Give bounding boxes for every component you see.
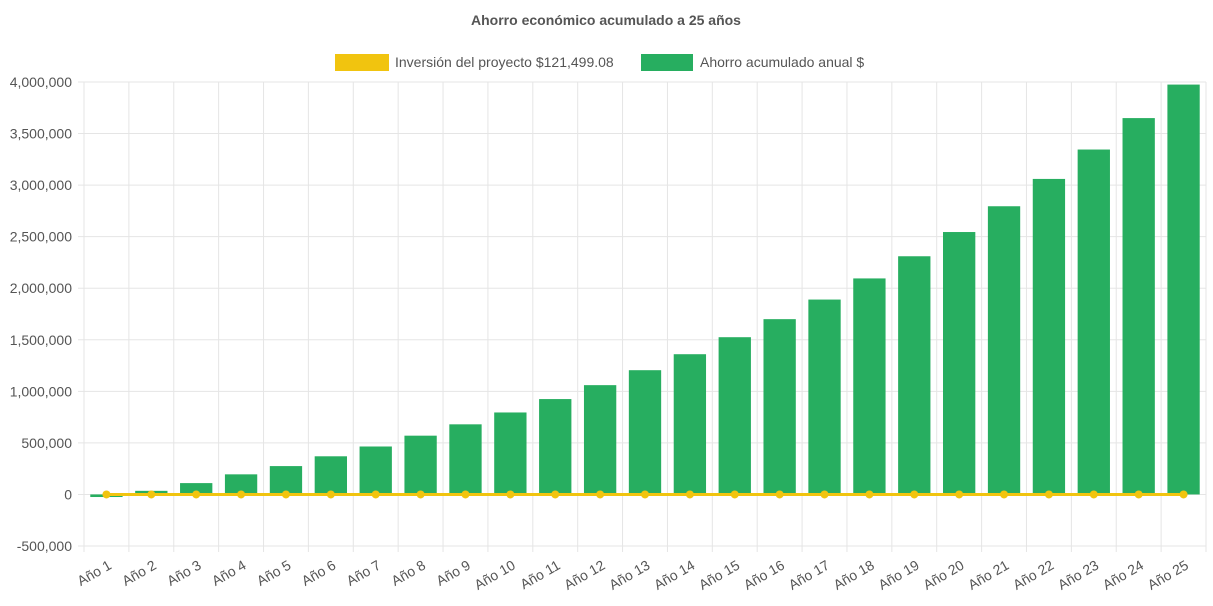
investment-point[interactable] xyxy=(910,490,919,499)
grid xyxy=(78,81,1207,552)
y-tick-label: 1,000,000 xyxy=(10,383,72,399)
bar-año-20[interactable] xyxy=(943,232,976,495)
bar-año-8[interactable] xyxy=(404,435,437,495)
bar-año-10[interactable] xyxy=(494,412,527,495)
bar-año-15[interactable] xyxy=(718,337,751,495)
investment-point[interactable] xyxy=(865,490,874,499)
bars xyxy=(90,84,1200,498)
bar-año-18[interactable] xyxy=(853,278,886,495)
investment-point[interactable] xyxy=(1179,490,1188,499)
x-tick-label: Año 20 xyxy=(920,557,967,593)
investment-point[interactable] xyxy=(237,490,246,499)
bar-año-19[interactable] xyxy=(898,256,931,495)
investment-point[interactable] xyxy=(1089,490,1098,499)
legend: Inversión del proyecto $121,499.08 Ahorr… xyxy=(335,54,864,71)
investment-point[interactable] xyxy=(596,490,605,499)
x-tick-label: Año 2 xyxy=(119,557,159,589)
investment-point[interactable] xyxy=(326,490,335,499)
bar-año-25[interactable] xyxy=(1167,84,1200,495)
y-tick-label: 2,500,000 xyxy=(10,229,72,245)
legend-item-savings[interactable]: Ahorro acumulado anual $ xyxy=(641,54,864,71)
legend-swatch-savings xyxy=(641,54,693,71)
investment-point[interactable] xyxy=(461,490,470,499)
bar-año-13[interactable] xyxy=(628,370,662,495)
investment-point[interactable] xyxy=(1044,490,1053,499)
investment-point[interactable] xyxy=(820,490,829,499)
legend-swatch-investment xyxy=(335,54,389,71)
bar-año-6[interactable] xyxy=(314,456,347,495)
x-tick-label: Año 13 xyxy=(606,557,653,593)
x-tick-label: Año 4 xyxy=(209,557,249,589)
investment-point[interactable] xyxy=(147,490,156,499)
x-tick-label: Año 25 xyxy=(1145,557,1192,593)
x-tick-label: Año 12 xyxy=(561,557,608,593)
x-tick-label: Año 10 xyxy=(471,557,518,593)
investment-point[interactable] xyxy=(551,490,560,499)
bar-año-5[interactable] xyxy=(269,466,303,495)
x-tick-label: Año 11 xyxy=(517,557,563,593)
bar-año-21[interactable] xyxy=(987,206,1021,495)
y-tick-label: 4,000,000 xyxy=(10,74,72,90)
x-tick-label: Año 9 xyxy=(433,557,473,589)
legend-label-investment: Inversión del proyecto $121,499.08 xyxy=(395,54,614,70)
x-tick-label: Año 19 xyxy=(875,557,922,593)
y-tick-label: 0 xyxy=(64,486,72,502)
investment-line xyxy=(102,490,1188,499)
x-tick-label: Año 23 xyxy=(1055,557,1102,593)
legend-label-savings: Ahorro acumulado anual $ xyxy=(700,54,864,70)
x-tick-label: Año 18 xyxy=(830,557,877,593)
bar-año-11[interactable] xyxy=(539,399,572,495)
y-tick-label: 3,500,000 xyxy=(10,126,72,142)
x-tick-label: Año 8 xyxy=(388,557,428,589)
bar-año-17[interactable] xyxy=(808,299,841,495)
bar-año-16[interactable] xyxy=(763,319,796,495)
x-tick-label: Año 7 xyxy=(344,557,384,589)
x-tick-label: Año 1 xyxy=(74,557,114,589)
investment-point[interactable] xyxy=(1134,490,1143,499)
investment-point[interactable] xyxy=(371,490,380,499)
x-tick-label: Año 24 xyxy=(1100,557,1147,593)
y-tick-label: 3,000,000 xyxy=(10,177,72,193)
bar-año-3[interactable] xyxy=(180,483,213,495)
x-tick-label: Año 21 xyxy=(965,557,1012,593)
bar-año-24[interactable] xyxy=(1122,118,1155,495)
investment-point[interactable] xyxy=(416,490,425,499)
x-tick-label: Año 15 xyxy=(696,557,743,593)
bar-año-22[interactable] xyxy=(1032,178,1066,495)
bar-año-7[interactable] xyxy=(359,446,392,495)
y-tick-label: 2,000,000 xyxy=(10,280,72,296)
x-tick-label: Año 3 xyxy=(164,557,204,589)
investment-point[interactable] xyxy=(641,490,649,499)
investment-point[interactable] xyxy=(775,490,784,499)
y-tick-label: -500,000 xyxy=(17,538,72,554)
bar-año-12[interactable] xyxy=(583,385,617,495)
y-tick-label: 500,000 xyxy=(21,435,72,451)
chart-title: Ahorro económico acumulado a 25 años xyxy=(471,12,741,28)
bar-año-23[interactable] xyxy=(1077,149,1110,495)
investment-point[interactable] xyxy=(730,490,739,499)
legend-item-investment[interactable]: Inversión del proyecto $121,499.08 xyxy=(335,54,614,71)
investment-point[interactable] xyxy=(102,490,111,499)
investment-point[interactable] xyxy=(281,490,290,499)
investment-point[interactable] xyxy=(506,490,515,499)
x-tick-label: Año 22 xyxy=(1010,557,1057,593)
bar-año-14[interactable] xyxy=(673,354,707,495)
bar-año-4[interactable] xyxy=(224,474,258,495)
x-tick-label: Año 17 xyxy=(786,557,833,593)
y-axis: 4,000,000 3,500,000 3,000,000 2,500,000 2,00… xyxy=(10,74,73,554)
investment-point[interactable] xyxy=(955,490,964,499)
x-tick-label: Año 6 xyxy=(299,557,339,589)
y-tick-label: 1,500,000 xyxy=(10,332,72,348)
bar-año-9[interactable] xyxy=(449,424,482,495)
investment-point[interactable] xyxy=(685,490,694,499)
x-tick-label: Año 5 xyxy=(254,557,294,589)
x-tick-label: Año 16 xyxy=(741,557,788,593)
x-axis: Año 1 Año 2 Año 3 Año 4 Año 5 Año 6 Año 7 Año 8… xyxy=(74,557,1191,593)
investment-point[interactable] xyxy=(1000,490,1009,499)
investment-point[interactable] xyxy=(192,490,201,499)
x-tick-label: Año 14 xyxy=(651,557,698,593)
